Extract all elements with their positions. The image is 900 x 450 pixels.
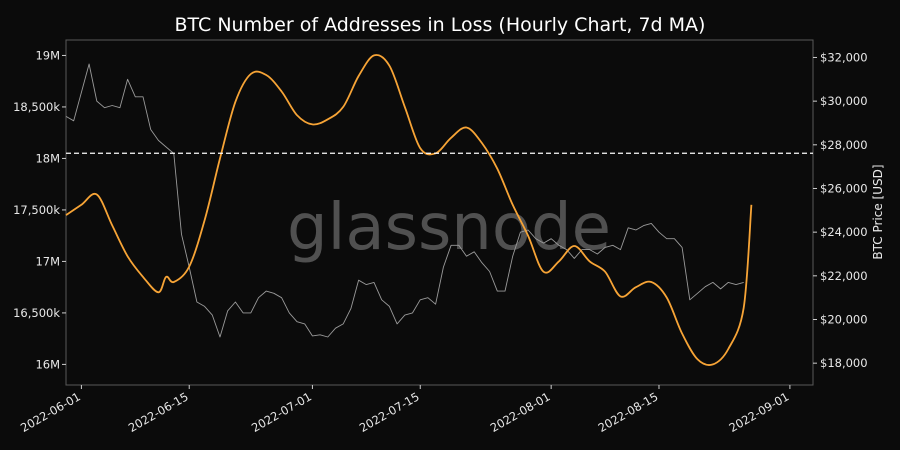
y-right-tick-label: $22,000 [820,269,868,283]
y-left-tick-label: 18,500k [13,100,60,114]
x-tick-label: 2022-07-01 [249,389,314,435]
btc-price-line [65,63,744,338]
plot-area-frame [65,39,814,386]
y-left-tick-label: 18M [35,151,60,165]
watermark: glassnode [287,191,611,265]
y-right-tick-label: $24,000 [820,225,868,239]
y-right-tick-label: $18,000 [820,356,868,370]
y-left-tick-label: 16M [35,357,60,371]
x-tick-label: 2022-08-15 [596,389,661,435]
addresses-series-layer [65,54,753,366]
x-tick-label: 2022-06-01 [18,389,83,435]
y-left-tick-label: 17M [35,254,60,268]
x-tick-label: 2022-07-15 [357,389,422,435]
y-right-tick-label: $20,000 [820,312,868,326]
y-right-tick-label: $32,000 [820,50,868,64]
y-right-tick-label: $30,000 [820,94,868,108]
y-left-tick-label: 19M [35,48,60,62]
y-axis-right-label: BTC Price [USD] [871,164,885,259]
x-tick-label: 2022-06-15 [126,389,191,435]
chart-title: BTC Number of Addresses in Loss (Hourly … [175,14,706,36]
addresses-in-loss-line [65,54,753,366]
price-series-layer [65,63,744,338]
x-tick-label: 2022-09-01 [727,389,792,435]
y-left-tick-label: 16,500k [13,306,60,320]
y-right-tick-label: $26,000 [820,181,868,195]
y-right-tick-label: $28,000 [820,138,868,152]
y-left-tick-label: 17,500k [13,203,60,217]
x-tick-label: 2022-08-01 [488,389,553,435]
